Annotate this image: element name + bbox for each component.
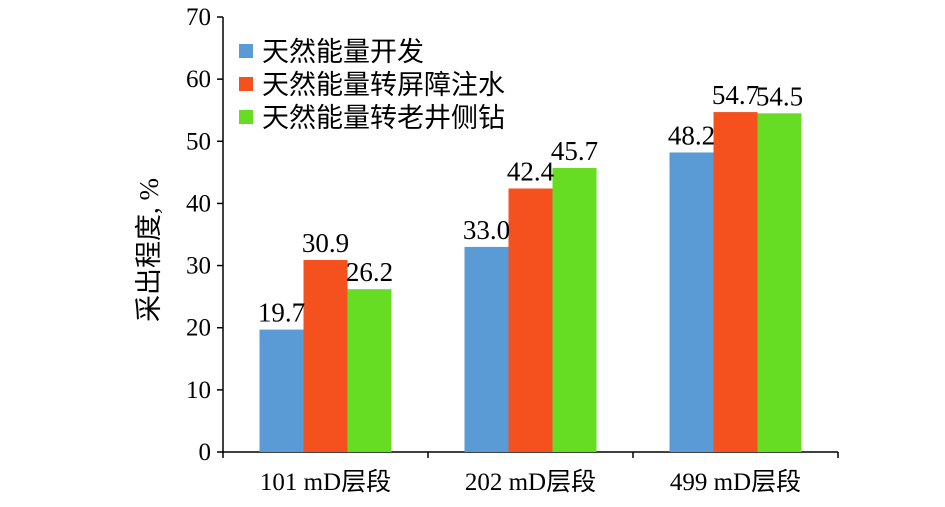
- legend-swatch: [239, 77, 253, 91]
- legend-label: 天然能量开发: [262, 37, 424, 67]
- bar: [757, 113, 802, 453]
- y-tick-label: 20: [186, 315, 211, 342]
- y-tick-label: 0: [199, 439, 212, 466]
- bar: [303, 259, 348, 452]
- y-tick-label: 30: [186, 253, 211, 280]
- bar: [713, 112, 758, 452]
- bar: [259, 329, 304, 452]
- legend-label: 天然能量转老井侧钻: [262, 103, 505, 133]
- bar: [347, 289, 392, 452]
- bar: [669, 152, 714, 452]
- y-tick-label: 10: [186, 377, 211, 404]
- data-label: 33.0: [463, 215, 510, 245]
- data-label: 26.2: [346, 257, 393, 287]
- x-tick-label: 499 mD层段: [670, 468, 801, 496]
- x-tick-label: 202 mD层段: [465, 468, 596, 496]
- data-label: 19.7: [258, 298, 305, 328]
- axes: 0 10 20 30 40 50 60 70 101 mD层段 202 mD层段 499 mD层段: [186, 4, 839, 496]
- legend-swatch: [239, 110, 253, 124]
- y-tick-label: 50: [186, 128, 211, 155]
- y-axis-title: 采出程度, %: [134, 178, 164, 322]
- y-tick-label: 40: [186, 190, 211, 217]
- legend-label: 天然能量转屏障注水: [262, 70, 505, 100]
- data-label: 54.5: [756, 81, 803, 111]
- data-label: 42.4: [507, 157, 555, 187]
- y-tick-label: 70: [186, 4, 211, 31]
- legend-swatch: [239, 44, 253, 58]
- data-labels: 19.7 30.926.2 33.0 42.445.7 48.2 54.754.5: [258, 80, 803, 328]
- data-label: 45.7: [551, 136, 598, 166]
- data-label: 48.2: [668, 120, 715, 150]
- data-label: 30.9: [302, 228, 349, 258]
- y-tick-label: 60: [186, 66, 211, 93]
- data-label: 54.7: [712, 80, 759, 110]
- x-tick-label: 101 mD层段: [260, 468, 391, 496]
- bar: [552, 168, 597, 452]
- bar: [464, 246, 509, 452]
- bar: [508, 188, 553, 452]
- bars: [259, 112, 802, 453]
